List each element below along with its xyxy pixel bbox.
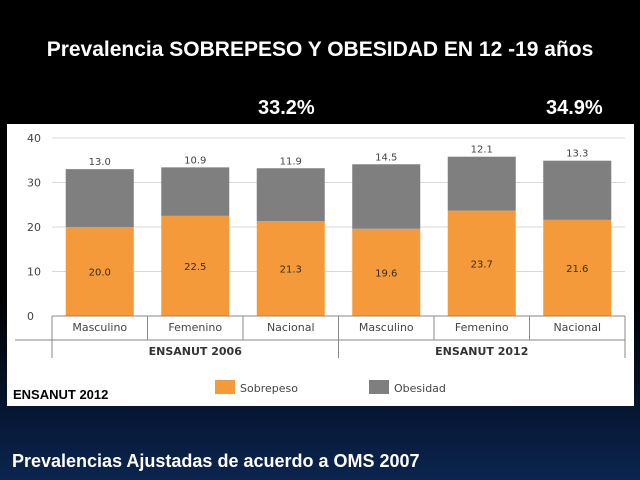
slide-title: Prevalencia SOBREPESO Y OBESIDAD EN 12 -…	[46, 38, 594, 61]
footer-note: Prevalencias Ajustadas de acuerdo a OMS …	[12, 451, 420, 471]
x-category-label: Nacional	[267, 321, 315, 334]
data-label-obesidad: 12.1	[471, 145, 493, 156]
bar-sobrepeso	[543, 219, 612, 316]
x-category-label: Masculino	[359, 321, 414, 334]
bar-obesidad	[161, 167, 230, 216]
data-label-obesidad: 14.5	[375, 152, 397, 163]
data-label-sobrepeso: 21.6	[566, 264, 588, 275]
data-label-sobrepeso: 20.0	[89, 268, 111, 279]
y-tick-label: 10	[27, 266, 41, 279]
data-label-sobrepeso: 21.3	[280, 265, 302, 276]
total-ensanut-2006: 33.2%	[258, 97, 315, 119]
legend-label-obesidad: Obesidad	[394, 382, 446, 395]
bar-sobrepeso	[65, 227, 134, 316]
bar-sobrepeso	[161, 215, 230, 316]
x-category-label: Masculino	[72, 321, 127, 334]
data-label-sobrepeso: 22.5	[184, 262, 206, 273]
data-label-sobrepeso: 23.7	[471, 259, 493, 270]
y-tick-label: 30	[27, 177, 41, 190]
stacked-bar-chart: 0 10 20 30 40 20.0 13.0 Masculino 22.5 10.9 Femeni…	[15, 132, 626, 395]
x-category-label: Femenino	[168, 321, 222, 334]
chart-panel: 0 10 20 30 40 20.0 13.0 Masculino 22.5 10.9 Femeni…	[7, 124, 634, 406]
group-label: ENSANUT 2012	[435, 345, 528, 358]
total-ensanut-2012: 34.9%	[546, 97, 603, 119]
bar-obesidad	[256, 168, 325, 222]
data-label-obesidad: 11.9	[280, 156, 302, 167]
data-label-obesidad: 13.3	[566, 149, 588, 160]
group-label: ENSANUT 2006	[149, 345, 243, 358]
bar-sobrepeso	[352, 228, 421, 316]
data-label-obesidad: 13.0	[89, 157, 111, 168]
source-label: ENSANUT 2012	[13, 387, 109, 402]
y-tick-label: 0	[27, 310, 34, 323]
x-category-label: Nacional	[553, 321, 601, 334]
data-label-sobrepeso: 19.6	[375, 268, 397, 279]
bar-obesidad	[543, 160, 612, 220]
y-tick-label: 20	[27, 221, 41, 234]
legend-swatch-obesidad	[369, 380, 389, 394]
data-label-obesidad: 10.9	[184, 155, 206, 166]
bar-obesidad	[447, 156, 516, 211]
legend-label-sobrepeso: Sobrepeso	[240, 382, 298, 395]
y-tick-label: 40	[27, 132, 41, 145]
bar-obesidad	[352, 164, 421, 229]
x-category-label: Femenino	[455, 321, 509, 334]
bar-sobrepeso	[256, 221, 325, 316]
bar-sobrepeso	[447, 210, 516, 316]
legend-swatch-sobrepeso	[215, 380, 235, 394]
bar-obesidad	[65, 169, 134, 227]
